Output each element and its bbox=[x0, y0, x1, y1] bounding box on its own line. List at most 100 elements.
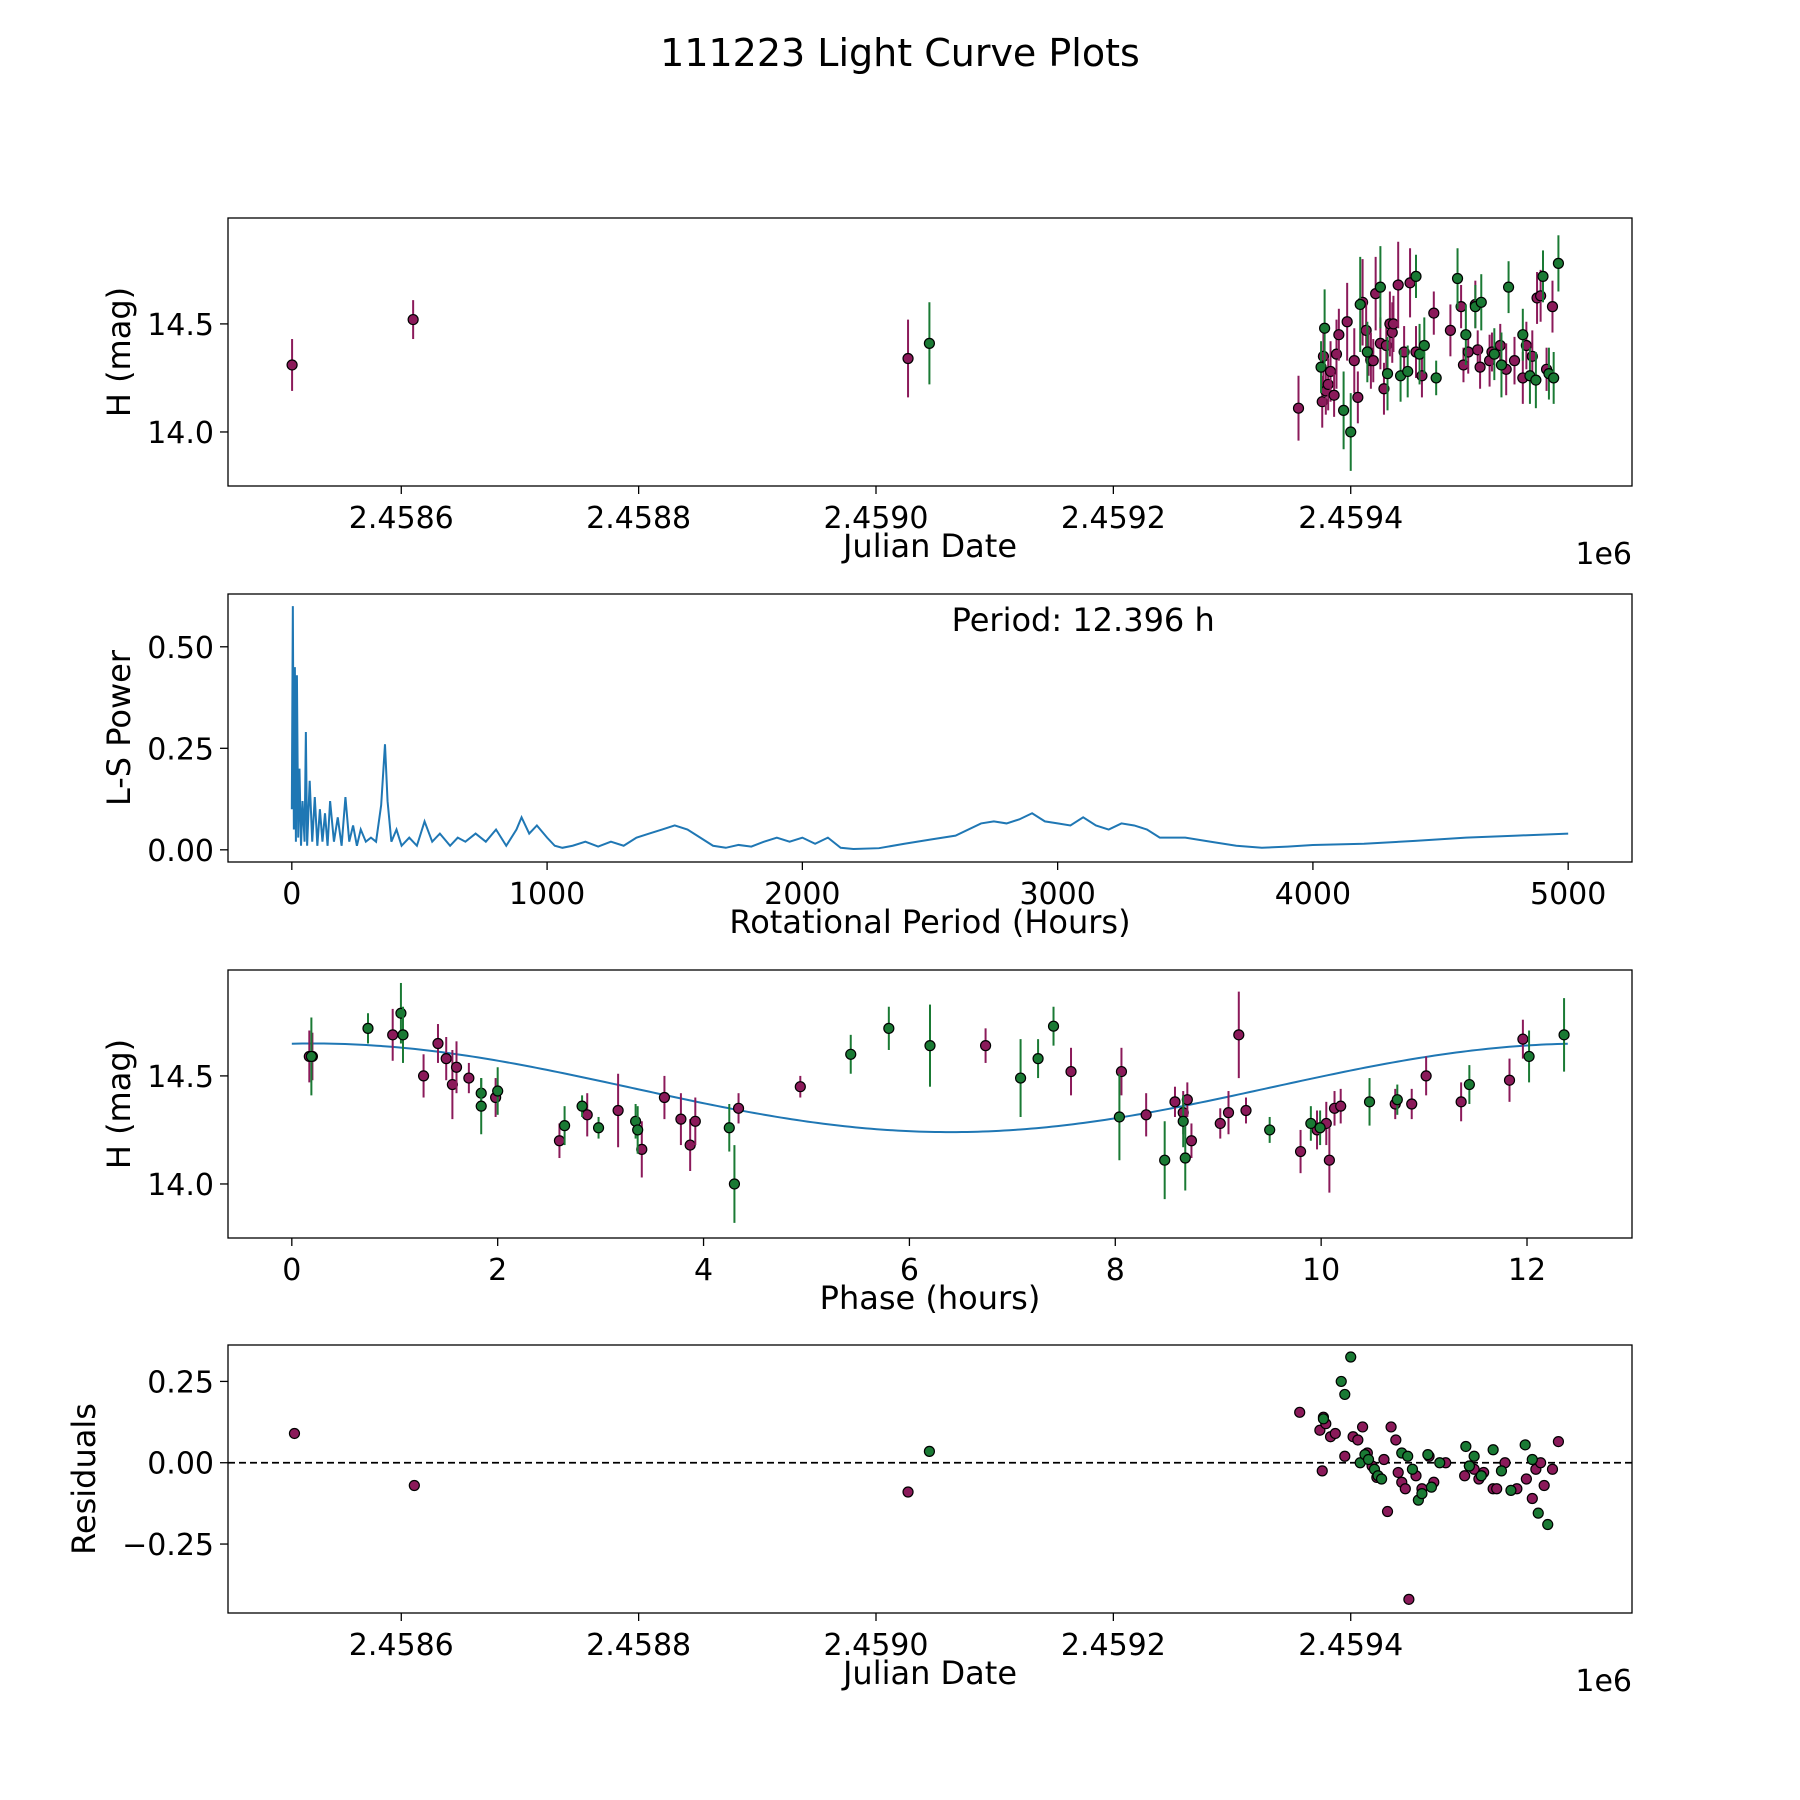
phase-xtick-label: 4 bbox=[694, 1253, 713, 1288]
lc-purple-point bbox=[1428, 291, 1440, 335]
phase-purple-marker bbox=[1115, 1065, 1128, 1078]
resid-purple-marker bbox=[1352, 1434, 1364, 1446]
resid-ytick-label: 0.25 bbox=[147, 1365, 214, 1400]
phase-purple-marker bbox=[1406, 1098, 1418, 1110]
resid-green-marker bbox=[1406, 1463, 1419, 1475]
resid-purple-marker bbox=[1526, 1492, 1538, 1505]
ls-xtick-label: 1000 bbox=[509, 877, 585, 912]
lc-purple-point bbox=[1474, 345, 1486, 389]
phase-green-point bbox=[1305, 1106, 1317, 1141]
phase-green-point bbox=[1113, 1073, 1125, 1161]
resid-data bbox=[228, 1351, 1632, 1605]
lc-green-point bbox=[1410, 254, 1422, 298]
phase-green-marker bbox=[1391, 1094, 1403, 1106]
resid-ytick-label: −0.25 bbox=[122, 1528, 214, 1563]
lc-purple-marker bbox=[1416, 370, 1428, 382]
lc-purple-marker bbox=[1494, 339, 1506, 352]
lc-frame bbox=[227, 217, 1633, 487]
resid-purple-marker bbox=[1316, 1465, 1328, 1477]
phase-green-marker bbox=[1558, 1029, 1570, 1041]
lc-green-point bbox=[1552, 235, 1565, 292]
phase-green-marker bbox=[1177, 1115, 1189, 1127]
lc-green-marker bbox=[923, 337, 936, 349]
phase-green-marker bbox=[1463, 1078, 1475, 1091]
phase-purple-marker bbox=[432, 1037, 444, 1050]
phase-green-marker bbox=[1305, 1117, 1317, 1130]
phase-green-marker bbox=[576, 1100, 588, 1112]
lc-purple-marker bbox=[1398, 346, 1410, 358]
phase-purple-point bbox=[1240, 1097, 1252, 1124]
phase-green-point bbox=[1264, 1116, 1276, 1143]
lc-purple-point bbox=[1333, 308, 1345, 361]
ls-axes: 0 1000 2000 3000 4000 5000 0.00 0.25 0.50 Rotatio… bbox=[100, 593, 1633, 941]
lc-green-marker bbox=[1354, 298, 1366, 311]
ls-ytick-label: 0.25 bbox=[147, 732, 214, 767]
phase-green-marker bbox=[558, 1120, 571, 1132]
phase-green-point bbox=[1032, 1039, 1044, 1079]
resid-purple-marker bbox=[1491, 1483, 1503, 1495]
phase-green-marker bbox=[1047, 1020, 1060, 1032]
phase-data bbox=[291, 982, 1570, 1223]
resid-green-marker bbox=[1532, 1507, 1544, 1519]
lc-purple-marker bbox=[1352, 391, 1364, 403]
lc-green-marker bbox=[1502, 281, 1515, 293]
phase-purple-point bbox=[794, 1075, 806, 1098]
phase-purple-point bbox=[450, 1041, 463, 1094]
phase-purple-point bbox=[979, 1028, 992, 1063]
phase-purple-marker bbox=[1294, 1145, 1307, 1158]
phase-purple-point bbox=[417, 1054, 430, 1098]
phase-green-marker bbox=[1113, 1111, 1125, 1123]
phase-purple-marker bbox=[1140, 1109, 1152, 1121]
lc-purple-marker bbox=[1508, 355, 1521, 367]
resid-green-marker bbox=[1422, 1449, 1434, 1461]
resid-purple-marker bbox=[1356, 1421, 1369, 1433]
lc-green-marker bbox=[1345, 426, 1357, 438]
phase-purple-marker bbox=[1222, 1107, 1235, 1119]
resid-green-marker bbox=[1463, 1460, 1476, 1472]
resid-purple-marker bbox=[408, 1479, 420, 1492]
resid-purple-marker bbox=[1381, 1505, 1394, 1518]
lc-green-point bbox=[1475, 274, 1487, 331]
lc-xtick-label: 2.4586 bbox=[349, 501, 454, 536]
resid-green-marker bbox=[1416, 1488, 1428, 1500]
phase-purple-marker bbox=[1420, 1070, 1432, 1082]
lc-purple-marker bbox=[1348, 355, 1360, 367]
lc-purple-point bbox=[1444, 304, 1457, 357]
lc-purple-marker bbox=[1328, 389, 1340, 401]
lc-green-point bbox=[923, 302, 936, 385]
phase-purple-marker bbox=[794, 1081, 806, 1093]
ls-xtick-label: 5000 bbox=[1530, 877, 1606, 912]
ls-period-annotation: Period: 12.396 h bbox=[952, 601, 1215, 639]
ls-xtick-label: 0 bbox=[282, 877, 301, 912]
resid-purple-marker bbox=[1552, 1435, 1565, 1448]
lc-ytick-label: 14.0 bbox=[147, 416, 214, 451]
lc-data bbox=[286, 235, 1565, 471]
phase-green-point bbox=[362, 1013, 374, 1044]
phase-purple-marker bbox=[1185, 1135, 1198, 1147]
phase-xtick-label: 8 bbox=[1106, 1253, 1125, 1288]
phase-purple-point bbox=[612, 1073, 624, 1148]
resid-green-marker bbox=[923, 1445, 936, 1457]
phase-green-marker bbox=[1314, 1122, 1326, 1134]
ls-data bbox=[290, 606, 1569, 851]
phase-green-marker bbox=[362, 1022, 374, 1034]
lc-green-marker bbox=[1381, 368, 1394, 380]
phase-purple-marker bbox=[979, 1040, 992, 1052]
resid-green-marker bbox=[1335, 1375, 1347, 1388]
ls-series-line bbox=[290, 606, 1569, 851]
lc-green-point bbox=[1537, 250, 1549, 303]
phase-green-marker bbox=[883, 1022, 895, 1034]
phase-purple-point bbox=[1323, 1127, 1335, 1193]
phase-xtick-label: 12 bbox=[1508, 1253, 1546, 1288]
phase-green-point bbox=[305, 1017, 317, 1096]
resid-xtick-label: 2.4590 bbox=[824, 1628, 929, 1663]
lc-xtick-label: 2.4594 bbox=[1298, 501, 1403, 536]
resid-purple-marker bbox=[1378, 1453, 1390, 1466]
lc-purple-marker bbox=[1292, 402, 1305, 414]
phase-purple-point bbox=[658, 1075, 671, 1120]
phase-purple-marker bbox=[553, 1135, 566, 1147]
lc-green-point bbox=[1354, 256, 1366, 352]
resid-green-marker bbox=[1362, 1453, 1375, 1466]
ls-ylabel: L-S Power bbox=[100, 649, 138, 806]
phase-purple-marker bbox=[417, 1070, 430, 1082]
